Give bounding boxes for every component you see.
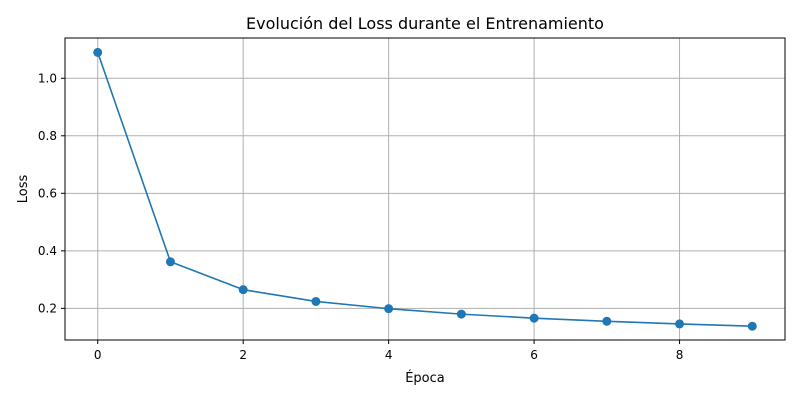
chart-title: Evolución del Loss durante el Entrenamie… bbox=[246, 14, 604, 33]
y-axis-label: Loss bbox=[16, 175, 31, 204]
y-tick-label: 0.2 bbox=[38, 301, 57, 315]
x-tick-label: 8 bbox=[676, 348, 684, 362]
data-point bbox=[93, 47, 103, 57]
x-tick-label: 6 bbox=[530, 348, 538, 362]
y-tick-label: 0.4 bbox=[38, 244, 57, 258]
data-point bbox=[602, 316, 612, 326]
data-point bbox=[456, 309, 466, 319]
series-line bbox=[96, 52, 753, 327]
y-tick-label: 1.0 bbox=[38, 71, 57, 85]
series-layer bbox=[93, 47, 757, 331]
data-point bbox=[675, 319, 685, 329]
data-point bbox=[747, 321, 757, 331]
data-point bbox=[529, 313, 539, 323]
data-point bbox=[165, 257, 175, 267]
x-tick-label: 4 bbox=[385, 348, 393, 362]
y-tick-label: 0.8 bbox=[38, 129, 57, 143]
axis-ticks: 0 2 4 6 8 0.2 0.4 0.6 0.8 1.0 bbox=[38, 71, 683, 362]
y-tick-label: 0.6 bbox=[38, 186, 57, 200]
data-point bbox=[384, 304, 394, 314]
grid bbox=[65, 38, 785, 340]
x-tick-label: 2 bbox=[239, 348, 247, 362]
plot-frame bbox=[64, 37, 786, 341]
data-point bbox=[238, 285, 248, 295]
data-point bbox=[311, 296, 321, 306]
x-tick-label: 0 bbox=[94, 348, 102, 362]
x-axis-label: Época bbox=[405, 370, 445, 386]
